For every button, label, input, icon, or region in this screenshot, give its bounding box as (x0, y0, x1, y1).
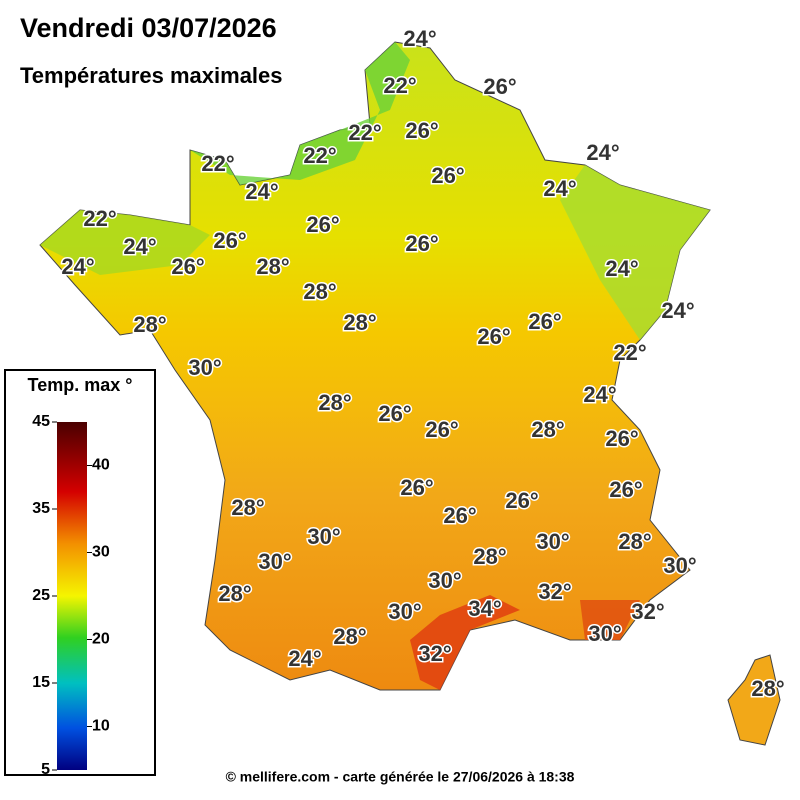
temperature-label: 24° (123, 234, 156, 259)
temperature-label: 28° (333, 624, 366, 649)
temperature-label: 26° (528, 309, 561, 334)
tick-label: 45 (32, 413, 50, 430)
temperature-label: 22° (83, 206, 116, 231)
temperature-label: 30° (188, 355, 221, 380)
corsica (727, 654, 781, 746)
temperature-label: 28° (256, 254, 289, 279)
tick-label: 15 (32, 674, 50, 691)
tick-label: 20 (92, 631, 110, 648)
temperature-label: 26° (483, 74, 516, 99)
temperature-label: 28° (318, 390, 351, 415)
temperature-label: 30° (388, 599, 421, 624)
east-zone (560, 165, 710, 340)
temperature-label: 30° (258, 549, 291, 574)
temperature-label: 24° (605, 256, 638, 281)
title: Vendredi 03/07/2026 (20, 13, 277, 43)
temperature-label: 30° (307, 524, 340, 549)
temperature-label: 22° (303, 143, 336, 168)
temperature-label: 26° (213, 228, 246, 253)
france (39, 41, 781, 746)
color-bar (57, 422, 87, 770)
temperature-label: 26° (477, 324, 510, 349)
tick-label: 25 (32, 587, 50, 604)
tick-label: 5 (41, 761, 50, 778)
temperature-label: 28° (473, 544, 506, 569)
tick-label: 35 (32, 500, 50, 517)
temperature-label: 34° (468, 596, 501, 621)
temperature-label: 30° (588, 621, 621, 646)
tick-label: 30 (92, 544, 110, 561)
temperature-label: 26° (431, 163, 464, 188)
channel-zone (190, 42, 410, 185)
temperature-label: 26° (443, 503, 476, 528)
temperature-label: 28° (531, 417, 564, 442)
temperature-label: 26° (405, 118, 438, 143)
temperature-label: 22° (613, 340, 646, 365)
temperature-label: 28° (303, 279, 336, 304)
tick-label: 40 (92, 457, 110, 474)
temperature-label: 28° (133, 312, 166, 337)
temperature-label: 26° (171, 254, 204, 279)
temperature-label: 28° (218, 581, 251, 606)
temperature-label: 22° (348, 120, 381, 145)
hot-zone-east (580, 600, 640, 640)
temperature-label: 30° (428, 568, 461, 593)
temperature-label: 24° (586, 140, 619, 165)
temperature-label: 24° (245, 179, 278, 204)
temperature-label: 24° (288, 646, 321, 671)
temperature-label: 32° (538, 579, 571, 604)
temperature-label: 22° (383, 73, 416, 98)
temperature-label: 26° (605, 426, 638, 451)
legend-title: Temp. max ° (28, 375, 133, 395)
hot-zone (410, 595, 520, 690)
temperature-label: 32° (418, 641, 451, 666)
temperature-label: 24° (543, 176, 576, 201)
mainland (39, 41, 711, 691)
temperature-label: 32° (631, 599, 664, 624)
footer: © mellifere.com - carte générée le 27/06… (226, 769, 575, 785)
temperature-label: 26° (505, 488, 538, 513)
temperature-label: 24° (403, 26, 436, 51)
temperature-label: 26° (609, 477, 642, 502)
temperature-label: 26° (378, 401, 411, 426)
temperature-label: 28° (751, 676, 784, 701)
temperature-label: 22° (201, 151, 234, 176)
temperature-label: 26° (425, 417, 458, 442)
temperature-label: 28° (618, 529, 651, 554)
legend: Temp. max ° 45 35 25 15 5 40 30 20 10 (4, 369, 156, 778)
temperature-label: 30° (536, 529, 569, 554)
temperature-label: 26° (306, 212, 339, 237)
brittany-zone (40, 210, 210, 275)
temperature-label: 28° (231, 495, 264, 520)
temperature-label: 24° (61, 254, 94, 279)
temperature-label: 24° (583, 382, 616, 407)
temperature-label: 24° (661, 298, 694, 323)
temperature-label: 26° (400, 475, 433, 500)
temperature-label: 28° (343, 310, 376, 335)
temperature-label: 26° (405, 231, 438, 256)
tick-label: 10 (92, 718, 110, 735)
subtitle: Températures maximales (20, 63, 283, 88)
temperature-label: 30° (663, 553, 696, 578)
